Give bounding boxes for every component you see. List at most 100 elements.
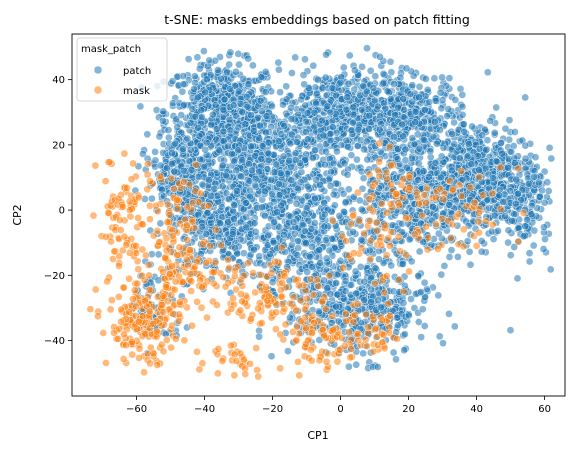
patch-point (521, 93, 530, 102)
patch-point (445, 310, 453, 318)
patch-point (306, 253, 315, 261)
mask-point (159, 347, 168, 356)
patch-point (233, 186, 241, 195)
mask-point (190, 263, 199, 272)
patch-point (307, 224, 316, 233)
mask-point (126, 212, 135, 221)
patch-point (276, 88, 284, 97)
patch-point (274, 58, 283, 67)
patch-point (396, 73, 405, 82)
patch-point (411, 118, 420, 126)
patch-point (171, 139, 180, 148)
patch-point (359, 349, 368, 358)
patch-point (235, 60, 243, 69)
patch-point (190, 72, 199, 81)
patch-point (291, 149, 300, 157)
patch-point (521, 222, 530, 231)
patch-point (345, 51, 354, 60)
mask-point (134, 193, 143, 202)
patch-point (310, 122, 319, 131)
patch-point (336, 256, 345, 265)
mask-point (135, 354, 143, 362)
patch-point (387, 261, 396, 270)
patch-point (546, 265, 555, 274)
patch-point (274, 137, 283, 146)
patch-point (353, 155, 361, 164)
patch-point (440, 262, 449, 270)
patch-point (236, 235, 245, 244)
patch-point (322, 254, 331, 263)
patch-point (375, 255, 383, 264)
patch-point (136, 102, 145, 111)
patch-point (482, 146, 490, 154)
mask-point (133, 279, 142, 288)
patch-point (369, 84, 378, 92)
patch-point (191, 112, 200, 121)
patch-point (193, 93, 202, 102)
patch-point (159, 117, 167, 125)
patch-point (226, 48, 235, 57)
patch-point (343, 93, 352, 102)
patch-point (414, 159, 423, 168)
mask-point (186, 269, 195, 278)
patch-point (437, 152, 446, 161)
patch-point (321, 160, 329, 169)
patch-point (436, 88, 445, 97)
patch-point (492, 103, 501, 112)
patch-point (216, 219, 224, 227)
patch-point (329, 159, 338, 168)
patch-point (200, 163, 209, 171)
patch-point (466, 260, 475, 269)
patch-point (238, 108, 247, 116)
patch-point (264, 149, 273, 158)
patch-point (230, 215, 238, 223)
patch-point (425, 173, 433, 181)
patch-point (158, 185, 166, 194)
patch-point (256, 96, 265, 105)
patch-point (390, 80, 398, 88)
patch-point (282, 82, 291, 91)
patch-point (302, 128, 310, 136)
patch-point (219, 127, 228, 136)
patch-point (437, 173, 445, 182)
mask-point (146, 359, 154, 368)
patch-point (188, 105, 197, 113)
mask-point (125, 206, 134, 214)
patch-point (245, 160, 253, 168)
mask-point (146, 343, 155, 352)
patch-point (172, 115, 181, 124)
patch-point (242, 223, 251, 232)
patch-point (504, 238, 512, 247)
patch-point (262, 128, 270, 137)
mask-point (140, 368, 148, 377)
patch-point (302, 239, 310, 247)
patch-point (173, 123, 182, 131)
mask-point (135, 344, 144, 353)
patch-point (287, 115, 296, 124)
patch-point (419, 136, 428, 144)
patch-point (445, 200, 454, 209)
patch-point (203, 75, 211, 84)
patch-point (478, 131, 487, 140)
mask-point (143, 170, 152, 179)
patch-point (225, 60, 233, 69)
mask-point (125, 197, 134, 206)
patch-point (230, 201, 239, 210)
patch-point (156, 219, 165, 228)
patch-point (525, 249, 534, 258)
patch-point (431, 159, 440, 167)
patch-point (289, 218, 298, 226)
chart-title: t-SNE: masks embeddings based on patch f… (164, 12, 470, 27)
patch-point (323, 102, 332, 111)
patch-point (164, 126, 173, 134)
patch-point (258, 203, 267, 212)
patch-point (211, 101, 220, 109)
patch-point (294, 237, 302, 245)
patch-point (203, 209, 212, 217)
mask-point (224, 255, 232, 264)
mask-point (107, 237, 115, 246)
mask-point (197, 303, 206, 312)
patch-point (314, 75, 322, 84)
patch-point (363, 44, 371, 53)
mask-point (134, 317, 143, 326)
